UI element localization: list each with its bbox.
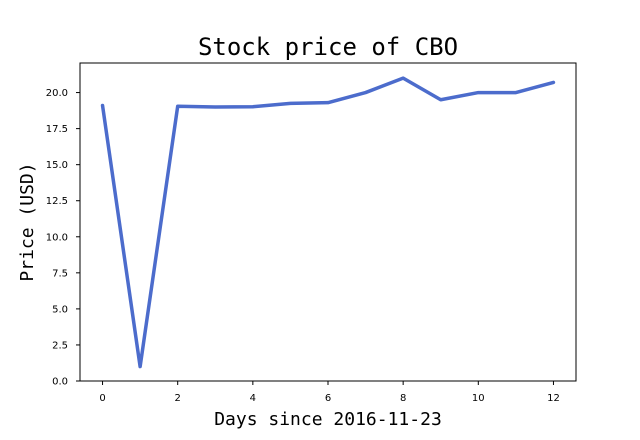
data-point bbox=[552, 81, 555, 84]
plot-area-frame bbox=[79, 62, 577, 382]
data-point bbox=[176, 105, 179, 108]
chart-title: Stock price of CBO bbox=[198, 33, 458, 61]
y-tick-label: 5.0 bbox=[52, 304, 68, 315]
x-tick-label: 2 bbox=[175, 393, 181, 404]
data-point bbox=[514, 91, 518, 94]
y-tick-label: 15.0 bbox=[46, 160, 68, 171]
data-point bbox=[401, 76, 405, 80]
x-tick-label: 0 bbox=[99, 393, 105, 404]
data-point bbox=[138, 365, 142, 368]
data-point bbox=[477, 91, 480, 94]
data-point bbox=[364, 91, 367, 94]
y-axis-label: Price (USD) bbox=[17, 162, 38, 281]
series-group bbox=[100, 76, 556, 369]
data-point bbox=[439, 98, 442, 101]
data-point bbox=[326, 101, 330, 104]
y-tick-label: 0.0 bbox=[52, 377, 68, 388]
x-tick-label: 6 bbox=[325, 393, 331, 404]
data-point bbox=[214, 105, 217, 109]
data-point bbox=[251, 105, 255, 108]
y-tick-label: 17.5 bbox=[46, 124, 68, 135]
data-point bbox=[101, 104, 104, 107]
y-tick-label: 2.5 bbox=[52, 340, 68, 351]
data-point bbox=[289, 102, 292, 105]
x-tick-label: 10 bbox=[472, 393, 485, 404]
x-tick-label: 12 bbox=[547, 393, 560, 404]
y-tick-label: 12.5 bbox=[46, 196, 68, 207]
series-line-0 bbox=[100, 76, 556, 369]
y-axis: 0.0 2.5 5.0 7.5 10.0 12.5 15.0 17.5 20.0 bbox=[46, 88, 80, 388]
x-axis: 0 2 4 6 8 10 12 bbox=[99, 381, 560, 404]
y-tick-label: 10.0 bbox=[46, 232, 68, 243]
x-tick-label: 4 bbox=[250, 393, 256, 404]
x-axis-label: Days since 2016-11-23 bbox=[214, 409, 442, 430]
y-tick-label: 7.5 bbox=[52, 268, 68, 279]
y-tick-label: 20.0 bbox=[46, 88, 68, 99]
x-tick-label: 8 bbox=[400, 393, 406, 404]
